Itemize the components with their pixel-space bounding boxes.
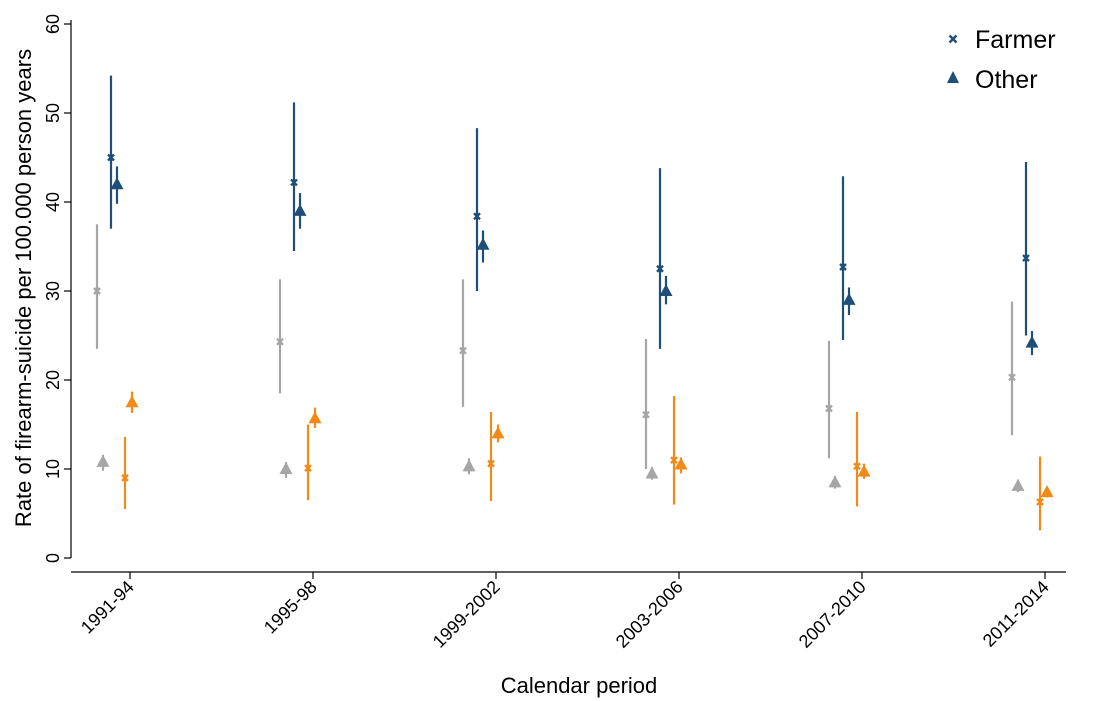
plot-area: 0 10 20 30 40 50 60 1991-94 1995-98 1999-2002 2003… xyxy=(43,14,1066,652)
data-point-x xyxy=(1022,254,1030,262)
data-point-x xyxy=(276,337,284,346)
legend-farmer-marker xyxy=(948,34,958,44)
data-point-x xyxy=(459,346,467,355)
x-tick-label: 1991-94 xyxy=(77,577,138,638)
y-tick-label: 60 xyxy=(43,14,63,34)
data-point-triangle xyxy=(1011,478,1025,491)
x-tick-label: 1995-98 xyxy=(260,577,321,638)
data-point-x xyxy=(487,459,495,468)
data-point-triangle xyxy=(491,426,505,439)
x-tick-label: 2007-2010 xyxy=(795,577,870,652)
data-point-triangle xyxy=(125,395,139,408)
data-point-x xyxy=(304,464,312,472)
data-point-x xyxy=(853,462,861,471)
y-tick-label: 10 xyxy=(43,459,63,479)
data-point-x xyxy=(839,263,847,271)
y-tick-label: 50 xyxy=(43,103,63,123)
data-point-x xyxy=(656,264,664,273)
data-point-x xyxy=(473,212,481,221)
data-point-triangle xyxy=(828,475,842,488)
x-tick-label: 1999-2002 xyxy=(429,577,504,652)
data-point-triangle xyxy=(645,466,659,479)
data-point-x xyxy=(670,456,678,464)
data-point-triangle xyxy=(659,284,673,296)
data-point-triangle xyxy=(96,454,110,467)
data-point-triangle xyxy=(476,237,490,250)
x-tick-label: 2011-2014 xyxy=(979,577,1053,651)
data-point-triangle xyxy=(293,203,307,216)
legend: Farmer Other xyxy=(947,26,1056,94)
data-point-triangle xyxy=(842,292,856,305)
data-point-x xyxy=(290,178,298,187)
data-point-x xyxy=(1036,498,1044,506)
data-point-triangle xyxy=(462,459,476,472)
data-point-x xyxy=(1008,373,1016,382)
data-point-triangle xyxy=(857,464,871,477)
x-tick-label: 2003-2006 xyxy=(612,577,687,652)
legend-other-label: Other xyxy=(975,66,1038,94)
data-point-triangle xyxy=(308,411,322,424)
y-tick-label: 0 xyxy=(43,553,63,563)
legend-other-marker xyxy=(947,71,959,83)
data-point-x xyxy=(825,404,833,413)
data-point-triangle xyxy=(1040,485,1054,498)
legend-farmer-label: Farmer xyxy=(975,26,1056,54)
data-point-triangle xyxy=(279,462,293,474)
y-axis-label: Rate of firearm-suicide per 100.000 pers… xyxy=(11,49,36,527)
data-point-triangle xyxy=(110,177,124,190)
data-point-x xyxy=(93,287,101,295)
y-tick-label: 40 xyxy=(43,192,63,212)
y-tick-label: 20 xyxy=(43,370,63,390)
data-point-x xyxy=(107,153,115,162)
data-point-triangle xyxy=(674,457,688,470)
data-point-x xyxy=(121,474,129,482)
data-point-x xyxy=(642,410,650,419)
x-axis-label: Calendar period xyxy=(501,673,658,698)
data-point-triangle xyxy=(1025,335,1039,348)
y-tick-label: 30 xyxy=(43,281,63,301)
